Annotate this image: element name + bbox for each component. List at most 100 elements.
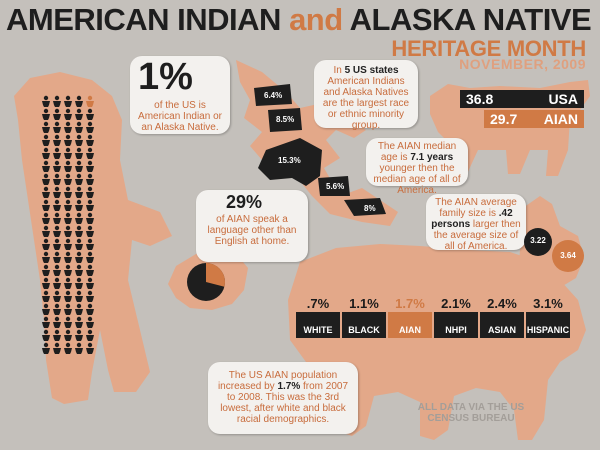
title-and: and: [289, 2, 343, 37]
date-label: NOVEMBER, 2009: [459, 56, 586, 72]
person-icon: [53, 277, 61, 289]
median-age-text: The AIAN median age is 7.1 years younger…: [370, 141, 464, 196]
median-age-text-pre: The AIAN median age is: [377, 141, 457, 163]
person-icon: [42, 147, 50, 159]
state-north-dakota-shape: [318, 176, 350, 196]
person-icon: [42, 277, 50, 289]
growth-bar: HISPANIC: [526, 312, 570, 338]
person-icon: [75, 134, 83, 146]
person-icon: [42, 160, 50, 172]
person-icon: [75, 251, 83, 263]
population-growth-text-pre: The US AIAN population increased by: [217, 370, 338, 392]
growth-bar-value: 3.1%: [533, 296, 563, 311]
person-icon: [42, 173, 50, 185]
person-icon: [53, 329, 61, 341]
person-icon: [42, 134, 50, 146]
pie-language-slice: [206, 263, 225, 287]
one-percent-text: of the US is American Indian or an Alask…: [138, 100, 222, 133]
person-icon: [42, 316, 50, 328]
person-icon: [53, 238, 61, 250]
population-growth-text: The US AIAN population increased by 1.7%…: [213, 370, 353, 425]
person-icon: [53, 290, 61, 302]
person-icon: [53, 95, 61, 107]
state-label-4: 5.6%: [326, 182, 345, 191]
person-icon: [75, 121, 83, 133]
growth-bar-value: .7%: [306, 296, 330, 311]
person-icon: [75, 290, 83, 302]
state-alaska-shape: [258, 138, 322, 186]
median-age-bubble: The AIAN median age is 7.1 years younger…: [366, 138, 468, 196]
states-text-post: American Indians and Alaska Natives are …: [322, 76, 410, 131]
median-age-text-post: younger then the median age of all of Am…: [373, 163, 461, 196]
family-bubble: The AIAN average family size is .42 pers…: [426, 194, 526, 252]
person-icon: [53, 160, 61, 172]
person-icon: [75, 199, 83, 211]
person-icon: [86, 277, 94, 289]
usa-family-circle: 3.22: [524, 228, 552, 256]
growth-bar: AIAN: [388, 312, 432, 338]
person-icon: [53, 225, 61, 237]
person-icon: [75, 329, 83, 341]
states-text: In 5 US states American Indians and Alas…: [318, 65, 414, 131]
person-icon: [75, 186, 83, 198]
person-icon: [86, 316, 94, 328]
person-icon: [53, 251, 61, 263]
bison-silhouette: [288, 244, 586, 440]
person-icon: [42, 212, 50, 224]
person-icon: [86, 212, 94, 224]
person-icon: [75, 264, 83, 276]
usa-median-age-label: USA: [548, 91, 578, 107]
person-icon: [86, 225, 94, 237]
usa-median-age-value: 36.8: [466, 91, 494, 107]
person-icon: [42, 251, 50, 263]
person-icon: [86, 199, 94, 211]
growth-bar-value: 1.1%: [349, 296, 379, 311]
person-icon: [86, 290, 94, 302]
states-text-bold: 5 US states: [344, 65, 399, 76]
growth-bar-label: BLACK: [348, 325, 380, 335]
person-icon: [42, 238, 50, 250]
growth-bar-value: 1.7%: [395, 296, 425, 311]
population-growth-bubble: The US AIAN population increased by 1.7%…: [208, 362, 358, 434]
states-bubble: In 5 US states American Indians and Alas…: [314, 60, 418, 131]
person-icon: [75, 303, 83, 315]
state-label-3: 15.3%: [278, 156, 301, 165]
person-icon-highlighted: [86, 95, 94, 107]
person-icon: [42, 225, 50, 237]
person-icon: [53, 108, 61, 120]
growth-bar-label: AIAN: [399, 325, 421, 335]
person-icon: [53, 264, 61, 276]
person-icon: [86, 108, 94, 120]
person-icon: [64, 95, 72, 107]
person-icon: [64, 342, 72, 354]
person-icon: [53, 186, 61, 198]
person-icon: [53, 173, 61, 185]
person-icon: [53, 147, 61, 159]
growth-bar-label: WHITE: [303, 325, 333, 335]
person-icon: [64, 134, 72, 146]
person-icon: [64, 212, 72, 224]
subtitle: HERITAGE MONTH: [391, 36, 586, 61]
person-icon: [64, 121, 72, 133]
person-icon: [64, 277, 72, 289]
person-icon: [75, 342, 83, 354]
one-percent-big: 1%: [138, 56, 193, 98]
growth-bar: BLACK: [342, 312, 386, 338]
person-icon: [86, 121, 94, 133]
state-label-2: 8.5%: [276, 115, 295, 124]
person-icon: [86, 160, 94, 172]
language-bubble: 29% of AIAN speak a language other than …: [196, 190, 308, 262]
person-icon: [86, 342, 94, 354]
person-icon: [75, 108, 83, 120]
person-icon: [86, 238, 94, 250]
person-icon: [64, 251, 72, 263]
family-text-pre: The AIAN average family size is: [435, 197, 517, 219]
person-icon: [42, 199, 50, 211]
growth-bar: WHITE: [296, 312, 340, 338]
states-text-pre: In: [333, 65, 345, 76]
person-icon: [75, 212, 83, 224]
person-icon: [53, 316, 61, 328]
